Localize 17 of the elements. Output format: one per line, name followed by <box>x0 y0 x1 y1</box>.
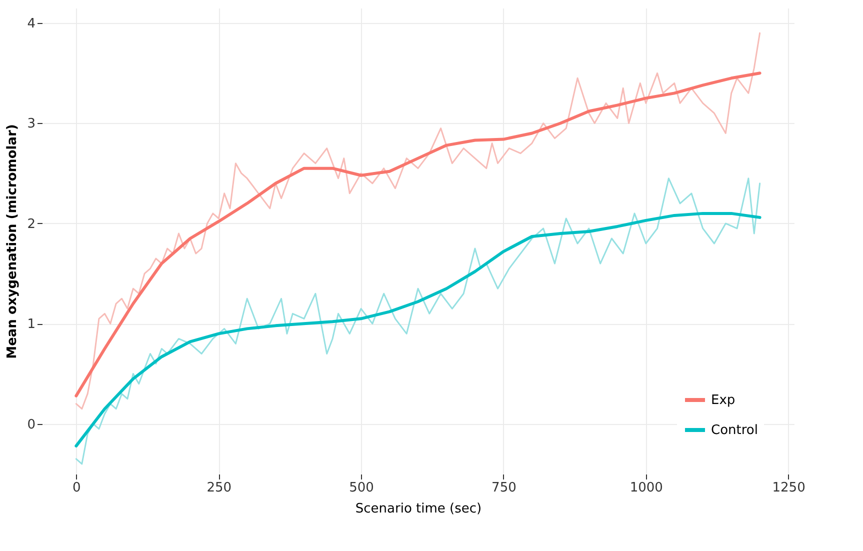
y-tick-label: 2 <box>27 216 36 232</box>
x-tick-label: 750 <box>492 480 516 496</box>
y-tick-label: 4 <box>27 16 36 32</box>
x-axis-title: Scenario time (sec) <box>355 502 482 516</box>
x-tick-label: 0 <box>72 480 81 496</box>
legend-label: Exp <box>711 393 736 408</box>
x-tick-label: 1000 <box>630 480 663 496</box>
x-tick-label: 1250 <box>772 480 806 496</box>
y-tick-label: 3 <box>27 116 36 132</box>
y-axis-title: Mean oxygenation (micromolar) <box>5 124 20 359</box>
line-series <box>74 212 762 448</box>
legend-label: Control <box>711 423 758 438</box>
x-tick-label: 500 <box>349 480 374 496</box>
y-tick-label: 0 <box>27 417 36 432</box>
y-tick-label: 1 <box>27 317 36 332</box>
line-series <box>75 178 761 465</box>
x-tick-label: 250 <box>206 480 232 496</box>
